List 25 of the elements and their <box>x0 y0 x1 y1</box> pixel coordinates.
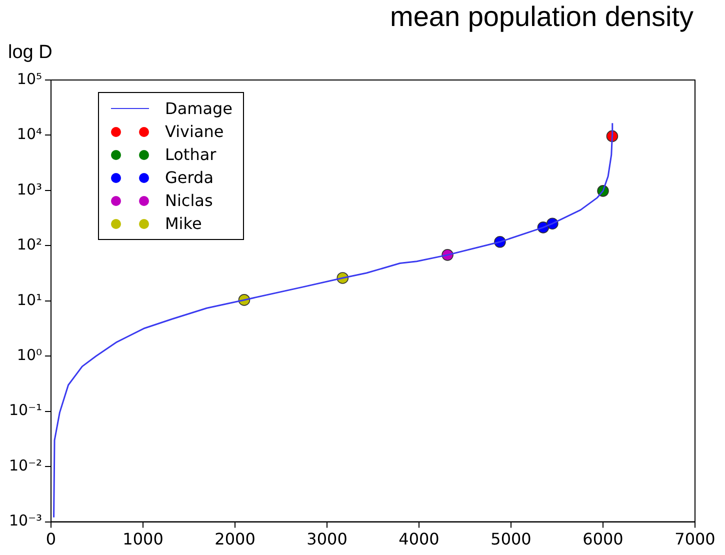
y-tick-label: 10⁻¹ <box>8 401 42 420</box>
x-tick-label: 3000 <box>306 530 348 549</box>
chart-title: mean population density <box>390 1 695 32</box>
x-tick-label: 1000 <box>122 530 164 549</box>
x-tick-label: 2000 <box>214 530 256 549</box>
legend-label: Lothar <box>165 145 216 164</box>
legend-label: Gerda <box>165 168 214 187</box>
legend-label: Viviane <box>165 122 224 141</box>
y-tick-label: 10⁴ <box>16 125 42 144</box>
y-tick-label: 10⁵ <box>16 70 42 88</box>
y-tick-label: 10⁰ <box>16 346 42 364</box>
legend-label: Niclas <box>165 191 213 210</box>
legend-label: Mike <box>165 214 202 233</box>
y-tick-label: 10³ <box>16 180 42 198</box>
y-axis-title: log D <box>8 42 52 64</box>
y-tick-label: 10¹ <box>16 290 42 309</box>
y-tick-label: 10² <box>16 236 42 254</box>
x-tick-label: 4000 <box>398 530 440 549</box>
y-tick-label: 10⁻³ <box>8 512 42 530</box>
x-tick-label: 0 <box>46 530 56 549</box>
y-tick-label: 10⁻² <box>8 456 42 474</box>
legend-label: Damage <box>165 99 233 118</box>
x-tick-label: 5000 <box>490 530 532 549</box>
x-tick-label: 6000 <box>582 530 624 549</box>
x-tick-label: 7000 <box>674 530 716 549</box>
